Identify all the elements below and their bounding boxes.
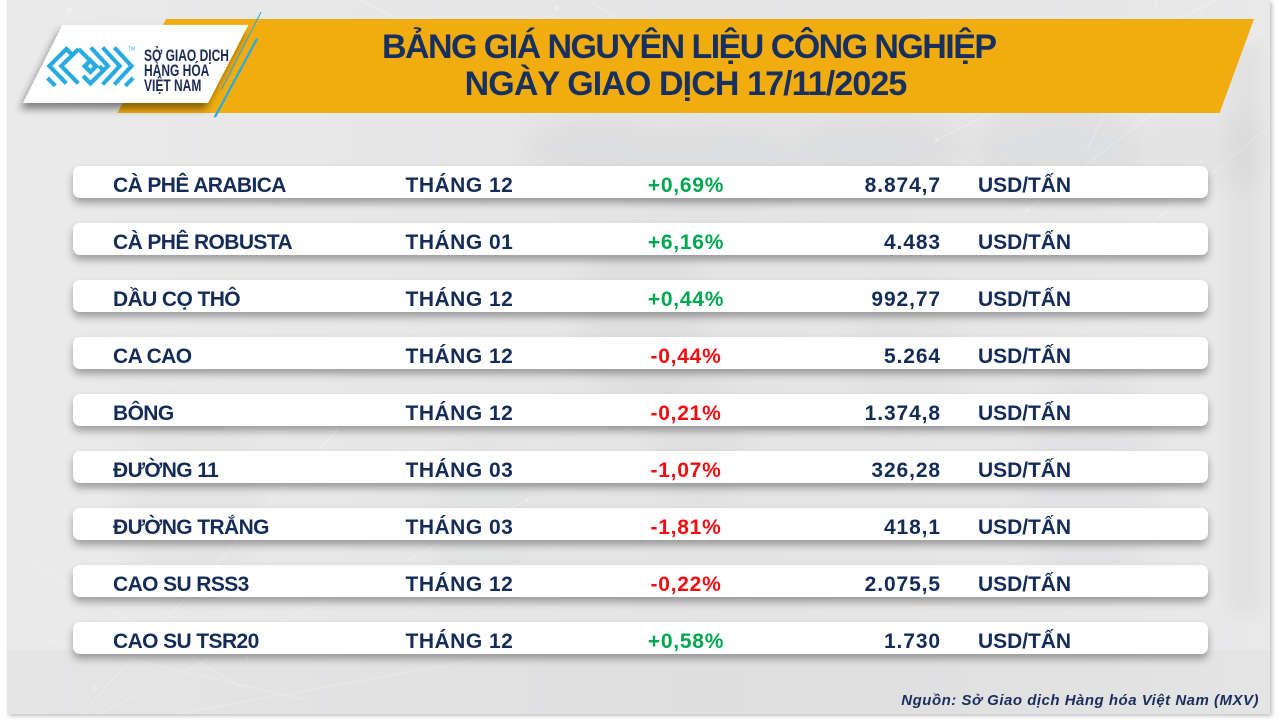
svg-text:HÀNG HÓA: HÀNG HÓA bbox=[144, 60, 210, 81]
svg-text:TM: TM bbox=[128, 47, 135, 53]
svg-text:VIỆT NAM: VIỆT NAM bbox=[144, 75, 201, 96]
svg-text:SỞ GIAO DỊCH: SỞ GIAO DỊCH bbox=[144, 45, 229, 66]
